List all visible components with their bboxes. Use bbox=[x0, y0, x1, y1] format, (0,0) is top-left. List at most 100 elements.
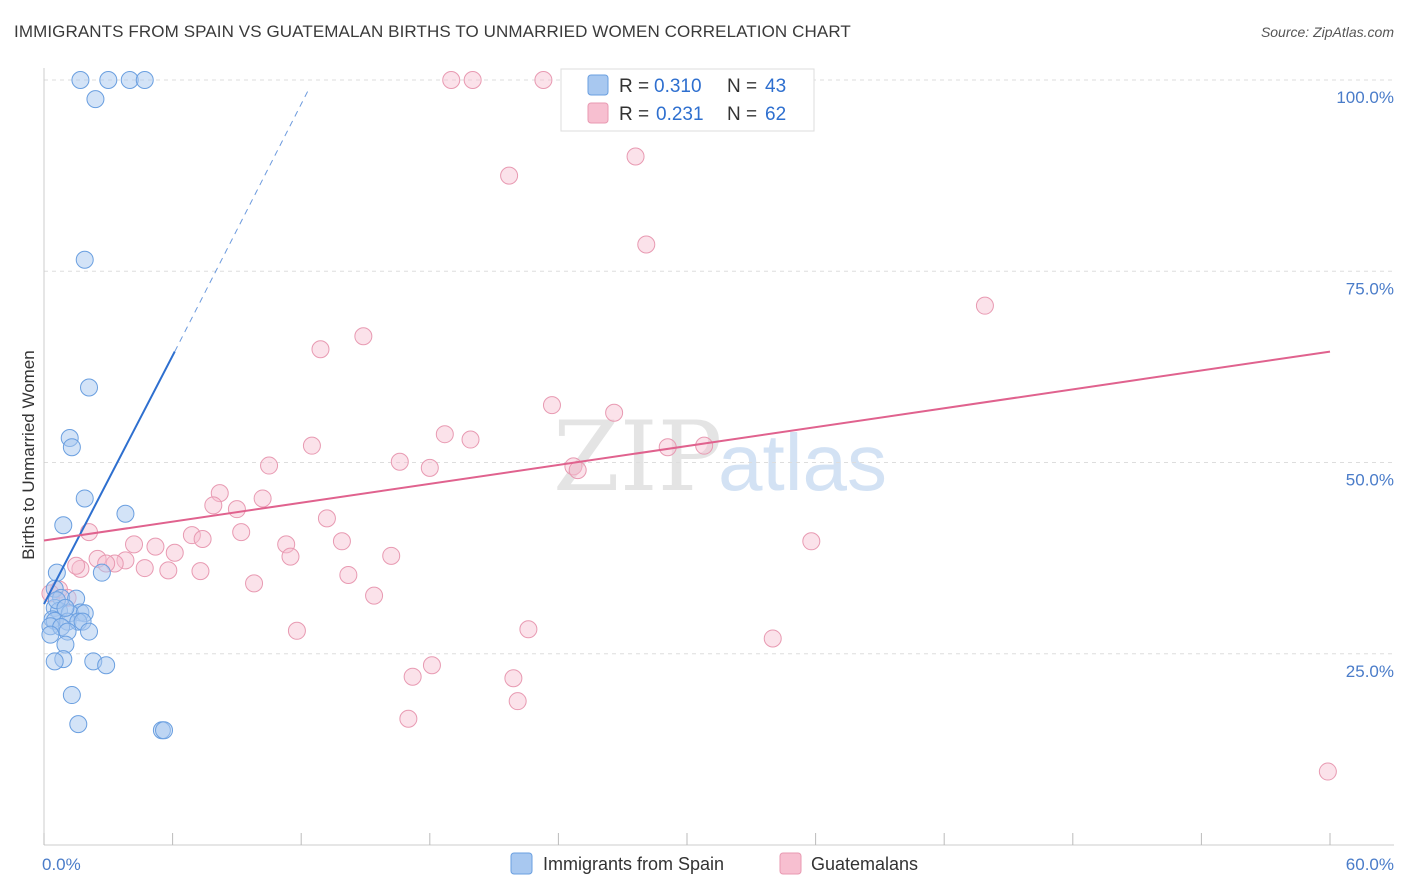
data-point-spain bbox=[56, 598, 75, 617]
legend-r-label-1: R = bbox=[619, 76, 649, 97]
trend-line-spain bbox=[43, 351, 176, 605]
data-point-guatemalans bbox=[442, 71, 461, 89]
x-tick-label: 60.0% bbox=[1346, 855, 1394, 874]
y-tick-label: 75.0% bbox=[1346, 279, 1394, 298]
trend-lines bbox=[43, 91, 1331, 605]
data-point-guatemalans bbox=[245, 574, 264, 593]
data-point-guatemalans bbox=[420, 458, 439, 477]
legend-n-label-1: N = bbox=[727, 76, 757, 97]
gridlines bbox=[44, 79, 1394, 655]
data-point-spain bbox=[41, 625, 60, 644]
data-point-spain bbox=[97, 656, 116, 675]
data-point-guatemalans bbox=[519, 620, 538, 639]
data-point-guatemalans bbox=[182, 526, 201, 545]
data-point-spain bbox=[75, 250, 94, 269]
data-point-spain bbox=[80, 622, 99, 641]
data-point-spain bbox=[135, 71, 154, 89]
data-point-guatemalans bbox=[317, 509, 336, 528]
data-point-spain bbox=[69, 715, 88, 734]
y-tick-label: 50.0% bbox=[1346, 471, 1394, 490]
guatemalans-points bbox=[41, 71, 1337, 781]
series-legend: Immigrants from Spain Guatemalans bbox=[510, 852, 918, 875]
data-point-spain bbox=[80, 378, 99, 397]
data-point-guatemalans bbox=[116, 551, 135, 570]
data-point-spain bbox=[62, 686, 81, 705]
data-point-guatemalans bbox=[1318, 762, 1337, 781]
legend-r-label-2: R = bbox=[619, 104, 649, 125]
data-point-guatemalans bbox=[232, 523, 251, 542]
watermark-atlas: atlas bbox=[718, 418, 887, 507]
data-point-guatemalans bbox=[422, 656, 441, 675]
data-point-spain bbox=[86, 90, 105, 109]
x-tick-label: 0.0% bbox=[42, 855, 81, 874]
legend-n-value-1: 43 bbox=[765, 76, 786, 97]
spain-points bbox=[41, 71, 174, 740]
data-point-guatemalans bbox=[227, 500, 246, 519]
data-point-guatemalans bbox=[542, 396, 561, 415]
data-point-guatemalans bbox=[67, 556, 86, 575]
data-point-spain bbox=[62, 438, 81, 457]
legend-r-value-1: 0.310 bbox=[654, 76, 702, 97]
data-point-guatemalans bbox=[605, 403, 624, 422]
data-point-guatemalans bbox=[534, 71, 553, 89]
data-point-guatemalans bbox=[461, 430, 480, 449]
data-point-spain bbox=[99, 71, 118, 89]
data-point-guatemalans bbox=[281, 547, 300, 566]
data-point-spain bbox=[71, 71, 90, 89]
data-point-spain bbox=[120, 71, 139, 89]
data-point-guatemalans bbox=[508, 692, 527, 711]
stats-legend: R = 0.310 N = 43 R = 0.231 N = 62 bbox=[560, 68, 815, 132]
data-point-guatemalans bbox=[568, 461, 587, 480]
bottom-legend-swatch-spain bbox=[510, 852, 533, 875]
data-point-guatemalans bbox=[975, 296, 994, 315]
data-point-guatemalans bbox=[125, 535, 144, 554]
data-point-guatemalans bbox=[302, 436, 321, 455]
bottom-legend-label-spain: Immigrants from Spain bbox=[543, 854, 724, 874]
data-point-spain bbox=[155, 721, 174, 740]
data-point-guatemalans bbox=[390, 452, 409, 471]
data-point-guatemalans bbox=[146, 537, 165, 556]
y-axis-label: Births to Unmarried Women bbox=[19, 350, 38, 559]
data-point-guatemalans bbox=[695, 436, 714, 455]
axes bbox=[43, 68, 1394, 846]
watermark-zip: ZIP bbox=[553, 401, 722, 513]
data-point-guatemalans bbox=[287, 621, 306, 640]
bottom-legend-label-guatemalans: Guatemalans bbox=[811, 854, 918, 874]
data-point-guatemalans bbox=[399, 709, 418, 728]
data-point-guatemalans bbox=[463, 71, 482, 89]
x-axis-tick-labels: 0.0% 60.0% bbox=[42, 855, 1394, 874]
data-point-guatemalans bbox=[253, 489, 272, 508]
data-point-guatemalans bbox=[332, 532, 351, 551]
data-point-guatemalans bbox=[165, 543, 184, 562]
data-point-guatemalans bbox=[626, 147, 645, 166]
data-point-guatemalans bbox=[637, 235, 656, 254]
data-point-spain bbox=[54, 516, 73, 535]
bottom-legend-swatch-guatemalans bbox=[779, 852, 802, 875]
data-point-guatemalans bbox=[135, 559, 154, 578]
y-tick-label: 100.0% bbox=[1336, 88, 1394, 107]
data-point-guatemalans bbox=[311, 340, 330, 359]
data-point-guatemalans bbox=[403, 667, 422, 686]
data-point-guatemalans bbox=[500, 166, 519, 185]
legend-swatch-guatemalans bbox=[587, 102, 609, 124]
data-point-guatemalans bbox=[339, 565, 358, 584]
source-label: Source: ZipAtlas.com bbox=[1260, 24, 1394, 40]
data-point-spain bbox=[92, 563, 111, 582]
data-point-guatemalans bbox=[763, 629, 782, 648]
data-point-guatemalans bbox=[365, 586, 384, 605]
data-point-guatemalans bbox=[191, 562, 210, 581]
data-point-guatemalans bbox=[802, 532, 821, 551]
data-point-guatemalans bbox=[354, 327, 373, 346]
y-axis-tick-labels: 25.0% 50.0% 75.0% 100.0% bbox=[1336, 88, 1394, 681]
legend-swatch-spain bbox=[587, 74, 609, 96]
x-axis-ticks bbox=[43, 833, 1331, 845]
data-point-spain bbox=[45, 652, 64, 671]
legend-r-value-2: 0.231 bbox=[656, 104, 704, 125]
data-point-guatemalans bbox=[193, 530, 212, 548]
legend-n-label-2: N = bbox=[727, 104, 757, 125]
data-point-guatemalans bbox=[382, 546, 401, 565]
data-point-guatemalans bbox=[159, 561, 178, 580]
data-point-guatemalans bbox=[435, 425, 454, 444]
trend-line-guatemalans bbox=[43, 350, 1331, 542]
